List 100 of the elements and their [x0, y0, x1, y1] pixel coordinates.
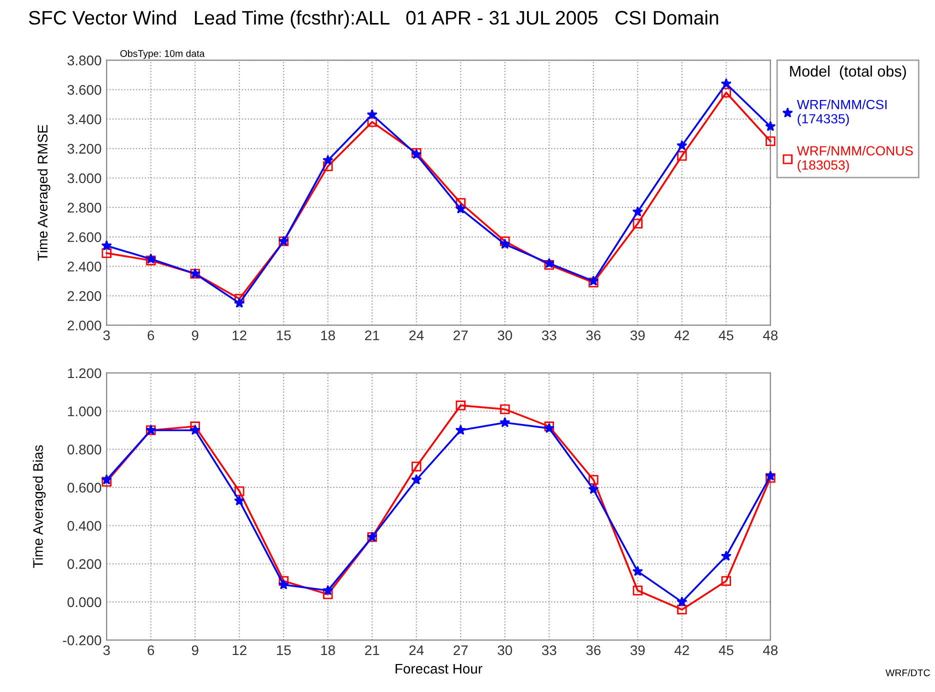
- x-tick-label: 9: [192, 645, 198, 656]
- point: [721, 88, 732, 98]
- x-tick-label: 21: [365, 645, 380, 656]
- y-tick-label: 2.400: [68, 262, 102, 272]
- y-tick-label: 1.000: [68, 406, 102, 416]
- point: [766, 136, 776, 146]
- point: [234, 486, 244, 496]
- x-tick-label: 18: [321, 645, 335, 656]
- point: [102, 476, 112, 487]
- point: [632, 206, 643, 216]
- x-tick-label: 12: [232, 645, 246, 656]
- x-tick-label: 18: [321, 330, 335, 340]
- point: [278, 579, 289, 590]
- x-tick-label: 3: [103, 330, 110, 340]
- point: [588, 484, 599, 494]
- x-tick-label: 15: [276, 330, 291, 340]
- x-tick-label: 36: [586, 645, 601, 656]
- point: [588, 474, 598, 485]
- y-tick-label: 0.800: [68, 444, 102, 454]
- legend-title: Model (total obs): [790, 65, 906, 80]
- point: [323, 589, 333, 600]
- point: [101, 474, 112, 484]
- point: [721, 576, 732, 586]
- legend-label: WRF/NMM/CSI (174335): [796, 100, 887, 126]
- point: [720, 78, 732, 88]
- x-tick-label: 9: [192, 330, 198, 340]
- point: [677, 151, 687, 161]
- point: [234, 495, 245, 506]
- point: [146, 256, 156, 266]
- point: [367, 117, 377, 127]
- y-tick-label: 3.000: [68, 173, 102, 184]
- point: [765, 470, 776, 481]
- x-tick-label: 45: [718, 330, 734, 340]
- x-tick-label: 39: [630, 645, 645, 656]
- point: [720, 550, 732, 561]
- y-tick-label: 3.800: [68, 56, 102, 66]
- point: [544, 258, 554, 268]
- x-tick-label: 33: [542, 330, 556, 340]
- point: [676, 140, 688, 150]
- y-tick-label: 0.200: [68, 559, 102, 569]
- x-tick-label: 27: [454, 330, 468, 340]
- x-tick-label: 12: [232, 330, 246, 340]
- x-tick-label: 30: [498, 330, 512, 340]
- point: [146, 253, 156, 264]
- point: [412, 462, 422, 472]
- x-tick-label: 36: [586, 330, 601, 340]
- y-tick-label: 2.600: [68, 232, 102, 242]
- point: [455, 203, 466, 214]
- y-tick-label: 2.800: [68, 202, 102, 213]
- x-tick-label: 42: [674, 645, 689, 656]
- point: [190, 422, 200, 432]
- point: [500, 238, 510, 249]
- point: [455, 424, 466, 435]
- point: [411, 474, 422, 484]
- x-tick-label: 24: [409, 645, 424, 656]
- y-axis-title: Time Averaged RMSE: [37, 125, 50, 261]
- point: [677, 604, 687, 614]
- x-tick-label: 48: [763, 645, 778, 656]
- x-tick-label: 6: [148, 330, 154, 340]
- point: [323, 161, 333, 172]
- point: [765, 120, 776, 132]
- point: [456, 400, 466, 410]
- point: [632, 586, 643, 596]
- x-tick-label: 39: [630, 330, 645, 340]
- y-tick-label: 2.000: [68, 320, 102, 330]
- y-tick-label: 0.400: [68, 520, 102, 531]
- x-tick-label: 6: [148, 645, 154, 656]
- point: [500, 236, 510, 246]
- point: [456, 198, 466, 208]
- x-tick-label: 24: [409, 330, 424, 340]
- legend-label: WRF/NMM/CONUS (183053): [796, 146, 913, 172]
- y-tick-label: 0.600: [68, 482, 102, 493]
- point: [322, 584, 334, 596]
- point: [544, 260, 554, 270]
- point: [366, 109, 378, 120]
- point: [766, 473, 776, 483]
- point: [676, 596, 688, 607]
- y-tick-label: 1.200: [68, 368, 102, 378]
- point: [322, 154, 334, 165]
- x-tick-label: 21: [365, 330, 380, 340]
- y-tick-label: 3.400: [68, 114, 102, 124]
- y-tick-label: 3.200: [68, 144, 102, 154]
- point: [632, 566, 643, 576]
- y-tick-label: 2.200: [68, 291, 102, 301]
- x-tick-label: 3: [103, 645, 110, 656]
- point: [101, 240, 112, 250]
- point: [234, 298, 245, 308]
- x-axis-title: Forecast Hour: [396, 664, 482, 674]
- point: [500, 417, 510, 428]
- y-axis-title: Time Averaged Bias: [32, 445, 46, 568]
- chart-title: SFC Vector Wind Lead Time (fcsthr):ALL 01 APR - 31 JUL 2005 CSI Domain: [28, 10, 718, 28]
- x-tick-label: 42: [674, 330, 689, 340]
- x-tick-label: 27: [454, 645, 468, 656]
- x-tick-label: 30: [498, 645, 512, 656]
- text: WRF/DTC: [886, 669, 930, 676]
- y-tick-label: 0.000: [68, 597, 102, 608]
- point: [234, 294, 244, 304]
- point: [190, 424, 200, 435]
- y-tick-label: -0.200: [62, 635, 102, 646]
- x-tick-label: 48: [763, 330, 778, 340]
